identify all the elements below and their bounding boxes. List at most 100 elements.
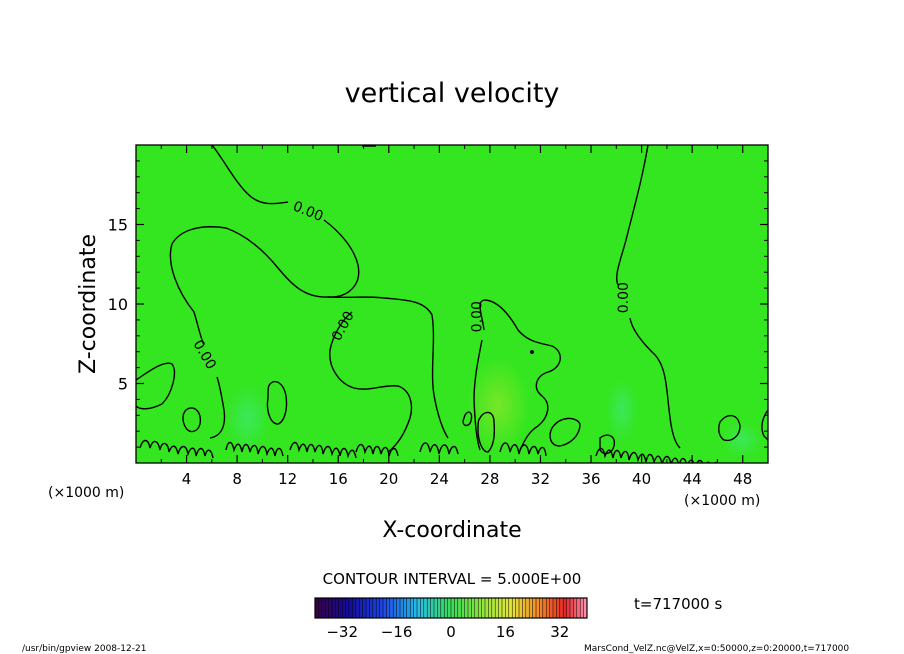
colorbar-cell [383, 598, 387, 618]
contour-line [462, 411, 473, 427]
x-tick-label: 12 [278, 470, 297, 488]
x-unit-left: (×1000 m) [48, 485, 124, 501]
x-tick-label: 20 [379, 470, 398, 488]
colorbar-cell [349, 598, 353, 618]
contour-line [211, 145, 289, 205]
y-tick-label: 15 [108, 216, 128, 235]
contour-line [139, 439, 214, 459]
colorbar-cell [505, 598, 510, 618]
colorbar-cell [491, 598, 496, 618]
x-axis-label: X-coordinate [382, 518, 521, 543]
colorbar-cell [389, 598, 394, 618]
colorbar-cell [583, 598, 588, 618]
x-axis: 4 8 12 16 20 24 28 32 36 40 44 48 [160, 145, 752, 488]
contour-line [761, 409, 768, 441]
colorbar-cell [366, 598, 370, 618]
colorbar-cell [321, 598, 326, 618]
contour-line [289, 441, 357, 459]
colorbar-cell [525, 598, 530, 618]
zero-contours [136, 145, 768, 463]
colorbar-cell [519, 598, 523, 618]
colorbar-cell [379, 598, 384, 618]
colorbar-cell [539, 598, 544, 618]
contour-label: 0.00 [616, 282, 632, 313]
colorbar-cell [468, 598, 472, 618]
colorbar-cell [532, 598, 537, 618]
colorbar-cell [495, 598, 499, 618]
colorbar-cell [355, 598, 360, 618]
x-tick-label: 40 [632, 470, 651, 488]
contour-label: 0.00 [469, 301, 485, 332]
colorbar-tick-label: −16 [381, 623, 413, 641]
colorbar-cell [580, 598, 584, 618]
x-tick-label: 16 [329, 470, 348, 488]
contour-line [718, 415, 741, 442]
colorbar-cell [522, 598, 527, 618]
colorbar-cell [430, 598, 435, 618]
colorbar-cell [318, 598, 323, 618]
colorbar-cell [559, 598, 564, 618]
y-tick-label: 10 [108, 295, 128, 314]
time-label: t=717000 s [634, 595, 722, 613]
colorbar-cell [512, 598, 516, 618]
colorbar-cell [423, 598, 428, 618]
colorbar-cell [440, 598, 445, 618]
colorbar-cell [427, 598, 431, 618]
contour-line [595, 447, 719, 463]
colorbar-cell [376, 598, 380, 618]
colorbar-cell [563, 598, 567, 618]
colorbar-cell [474, 598, 479, 618]
colorbar-cell [315, 598, 319, 618]
colorbar-cell [369, 598, 374, 618]
contour-dot [530, 350, 534, 354]
x-tick-label: 36 [581, 470, 600, 488]
colorbar-cell [437, 598, 442, 618]
contour-line [266, 380, 288, 425]
contour-line [549, 417, 581, 447]
colorbar-cell [553, 598, 557, 618]
contour-line [209, 376, 226, 439]
colorbar-cell [420, 598, 425, 618]
colorbar-cell [478, 598, 482, 618]
colorbar-cell [444, 598, 448, 618]
contour-line [599, 434, 615, 455]
x-tick-label: 24 [430, 470, 449, 488]
colorbar-cell [447, 598, 452, 618]
contour-line [419, 442, 459, 455]
x-tick-label: 44 [683, 470, 702, 488]
colorbar-cell [485, 598, 489, 618]
contour-line [355, 443, 399, 457]
colorbar-cell [502, 598, 506, 618]
colorbar-cell [413, 598, 418, 618]
x-tick-label: 8 [232, 470, 242, 488]
colorbar-frame [314, 597, 588, 619]
colorbar-cell [515, 598, 520, 618]
colorbar-cell [542, 598, 547, 618]
y-tick-label: 5 [118, 375, 128, 394]
colorbar-cell [556, 598, 561, 618]
colorbar-cell [461, 598, 465, 618]
colorbar-ticks: −32 −16 0 16 32 [326, 623, 569, 641]
colorbar-cell [498, 598, 503, 618]
colorbar-tick-label: 16 [496, 623, 515, 641]
colorbar-tick-label: −32 [326, 623, 358, 641]
footer-right: MarsCond_VelZ.nc@VelZ,x=0:50000,z=0:2000… [584, 644, 849, 654]
contour-interval: CONTOUR INTERVAL = 5.000E+00 [323, 570, 582, 588]
downdraft-shade [722, 422, 762, 458]
colorbar-cell [457, 598, 462, 618]
contour-line [327, 296, 449, 439]
colorbar-cell [362, 598, 367, 618]
colorbar-cell [549, 598, 554, 618]
contour-line [169, 219, 360, 346]
updraft-shade [466, 357, 530, 453]
colorbar-cell [434, 598, 438, 618]
colorbar-cell [335, 598, 340, 618]
colorbar-cell [325, 598, 329, 618]
contour-line [329, 311, 413, 453]
colorbar-cell [570, 598, 574, 618]
contour-line [616, 145, 649, 286]
downdraft-shade [606, 378, 638, 442]
colorbar-cell [454, 598, 459, 618]
colorbar-cell [406, 598, 411, 618]
